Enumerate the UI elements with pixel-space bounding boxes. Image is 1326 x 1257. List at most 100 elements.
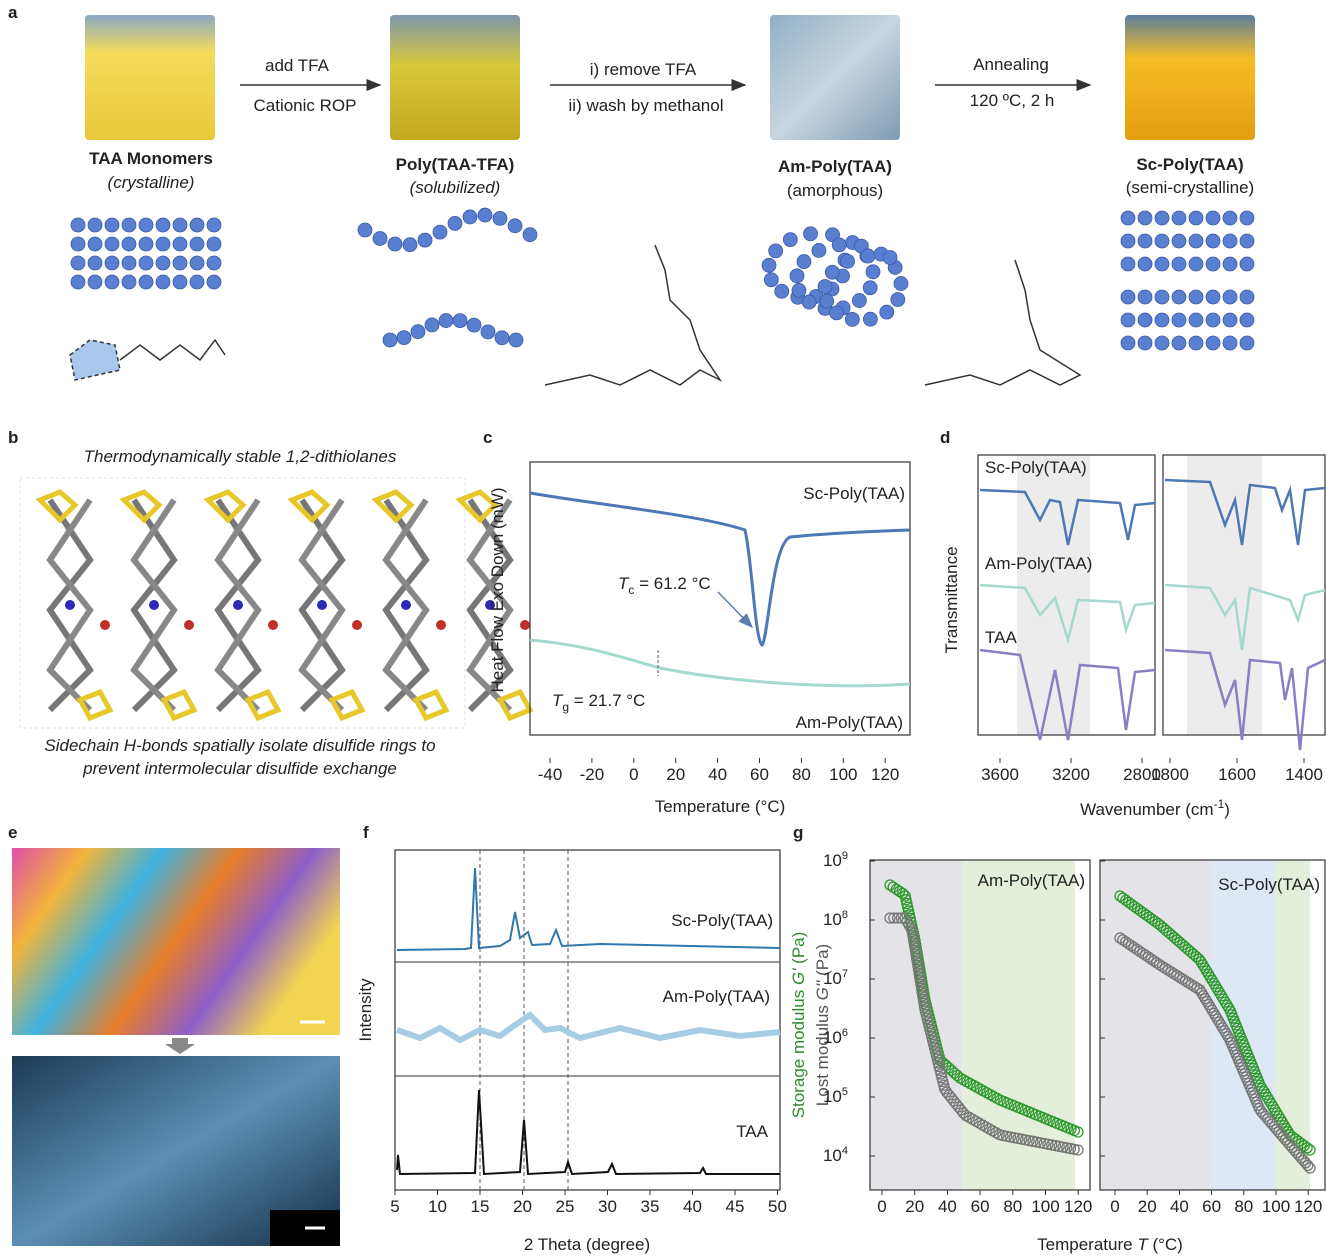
tick-base: 10 xyxy=(823,1087,842,1106)
tick-base: 10 xyxy=(823,851,842,870)
annotation: Tc = 61.2 °C xyxy=(618,574,711,597)
subscript: g xyxy=(562,700,569,714)
bead xyxy=(439,314,453,328)
bead xyxy=(866,265,880,279)
stage-state: (amorphous) xyxy=(787,181,883,200)
bead xyxy=(493,211,507,225)
bead xyxy=(841,254,855,268)
bead xyxy=(818,280,832,294)
bead xyxy=(122,256,136,270)
y-axis-label: Transmittance xyxy=(942,546,961,653)
bead xyxy=(495,331,509,345)
plot-title: Sc-Poly(TAA) xyxy=(1218,875,1320,894)
bead xyxy=(1240,257,1254,271)
panel-label: e xyxy=(8,823,17,842)
bead xyxy=(139,275,153,289)
x-tick-label: 80 xyxy=(1234,1197,1253,1216)
x-tick-label: 50 xyxy=(768,1197,787,1216)
bead xyxy=(122,237,136,251)
bead xyxy=(403,238,417,252)
bead xyxy=(1189,336,1203,350)
sample-label: Sc-Poly(TAA) xyxy=(671,911,773,930)
atom xyxy=(149,600,159,610)
bead xyxy=(863,312,877,326)
bead xyxy=(139,237,153,251)
bead xyxy=(861,249,875,263)
x-tick-label: 20 xyxy=(1138,1197,1157,1216)
bead xyxy=(358,223,372,237)
annotation: Tg = 21.7 °C xyxy=(552,691,645,714)
plot-frame xyxy=(395,850,780,1190)
x-tick-label: 1800 xyxy=(1151,765,1189,784)
bead xyxy=(139,218,153,232)
stage-name: Sc-Poly(TAA) xyxy=(1136,155,1243,174)
x-tick-label: -40 xyxy=(538,765,563,784)
bead xyxy=(467,318,481,332)
bead xyxy=(383,333,397,347)
bead xyxy=(71,275,85,289)
bead xyxy=(1206,234,1220,248)
x-tick-label: 25 xyxy=(556,1197,575,1216)
atom xyxy=(184,620,194,630)
bead xyxy=(71,256,85,270)
panel-label: f xyxy=(363,823,369,842)
bead xyxy=(894,277,908,291)
x-tick-label: 15 xyxy=(471,1197,490,1216)
symbol: G' xyxy=(789,968,808,985)
x-tick-label: 20 xyxy=(513,1197,532,1216)
bead xyxy=(139,256,153,270)
bead xyxy=(1172,257,1186,271)
bead xyxy=(1206,313,1220,327)
y-tick-label: 109 xyxy=(823,850,848,870)
bead xyxy=(190,218,204,232)
bead xyxy=(1121,234,1135,248)
caption: Sidechain H-bonds spatially isolate disu… xyxy=(44,736,435,755)
label-text: (Pa) xyxy=(789,932,808,969)
bead xyxy=(1206,290,1220,304)
tick-exponent: 4 xyxy=(842,1145,848,1157)
x-tick-label: 0 xyxy=(877,1197,886,1216)
bead xyxy=(207,237,221,251)
x-tick-label: 0 xyxy=(629,765,638,784)
bead xyxy=(105,256,119,270)
atom xyxy=(401,600,411,610)
bead xyxy=(481,325,495,339)
bead xyxy=(1189,257,1203,271)
photo xyxy=(1125,15,1255,140)
label-text: ) xyxy=(1224,800,1230,819)
bead xyxy=(105,237,119,251)
bead xyxy=(1223,313,1237,327)
bead xyxy=(88,237,102,251)
sample-label: TAA xyxy=(985,628,1017,647)
bead xyxy=(88,275,102,289)
x-tick-label: 5 xyxy=(390,1197,399,1216)
bead xyxy=(1223,257,1237,271)
x-tick-label: 45 xyxy=(726,1197,745,1216)
annotation-text: = 21.7 °C xyxy=(569,691,645,710)
bead xyxy=(1240,234,1254,248)
x-tick-label: 100 xyxy=(1262,1197,1290,1216)
x-axis-label: Wavenumber (cm-1) xyxy=(1080,797,1230,819)
bead xyxy=(852,294,866,308)
panel-label: d xyxy=(940,428,950,447)
bead xyxy=(830,306,844,320)
bead xyxy=(173,218,187,232)
bead xyxy=(797,255,811,269)
bead xyxy=(418,233,432,247)
bead xyxy=(71,218,85,232)
y-tick-label: 108 xyxy=(823,909,848,929)
panel-label: g xyxy=(793,823,803,842)
bead xyxy=(1138,234,1152,248)
curve-label: Am-Poly(TAA) xyxy=(796,713,903,732)
bead xyxy=(397,331,411,345)
y-tick-label: 105 xyxy=(823,1086,848,1106)
crystal-structure xyxy=(40,492,530,718)
bead xyxy=(1155,234,1169,248)
curve-label: Sc-Poly(TAA) xyxy=(803,484,905,503)
x-tick-label: 40 xyxy=(1170,1197,1189,1216)
atom xyxy=(233,600,243,610)
curve xyxy=(530,493,910,645)
bead xyxy=(1172,290,1186,304)
atom xyxy=(520,620,530,630)
panel-label: c xyxy=(483,428,492,447)
